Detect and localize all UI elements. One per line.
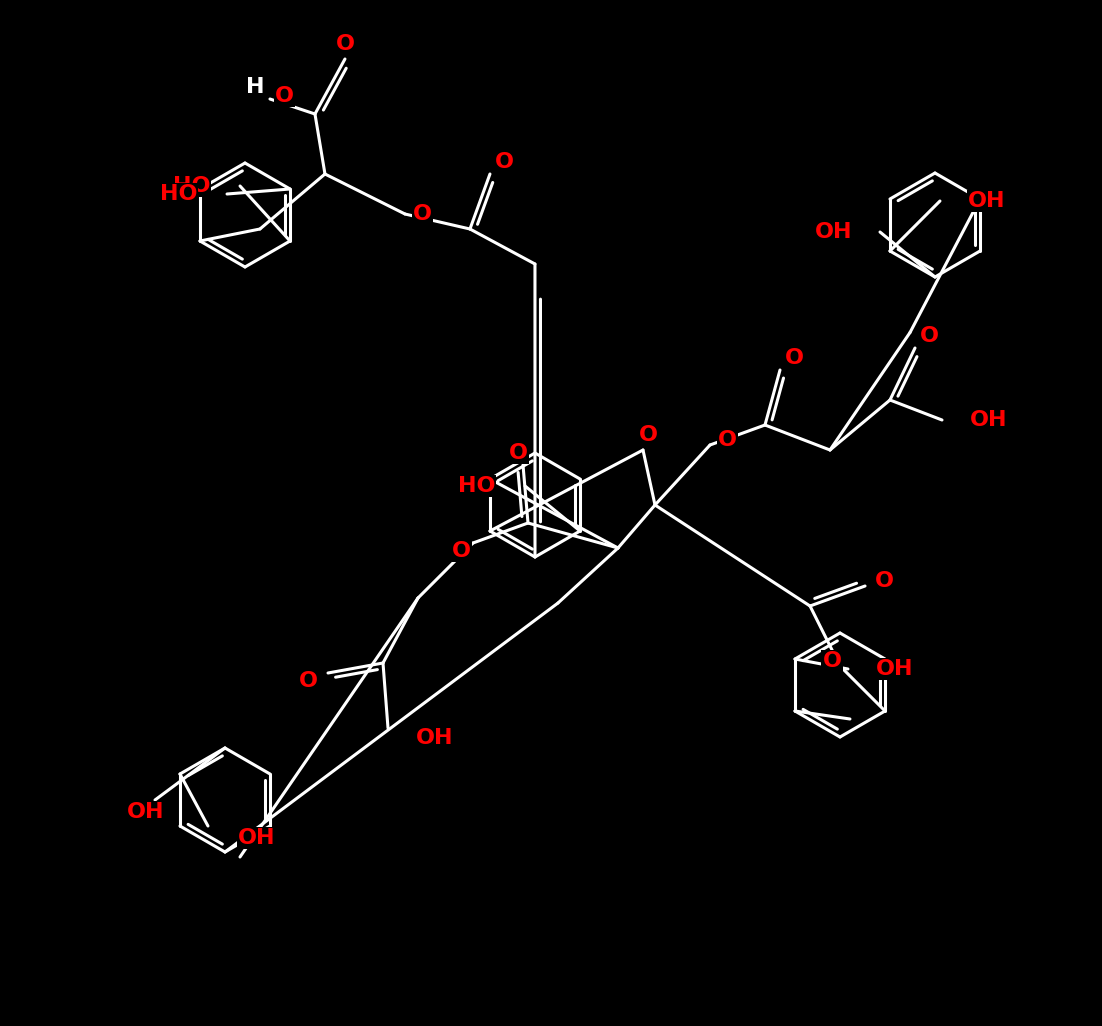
Text: O: O: [508, 443, 528, 463]
Text: O: O: [785, 348, 804, 368]
Text: OH: OH: [415, 728, 454, 748]
Text: O: O: [299, 671, 318, 690]
Text: O: O: [638, 425, 658, 445]
Text: HO: HO: [173, 176, 210, 196]
Text: O: O: [335, 34, 355, 54]
Text: O: O: [920, 326, 939, 346]
Text: O: O: [822, 652, 842, 671]
Text: HO: HO: [160, 184, 197, 204]
Text: OH: OH: [876, 659, 914, 679]
Text: HO: HO: [457, 476, 495, 496]
Text: O: O: [276, 86, 294, 106]
Text: O: O: [495, 152, 514, 172]
Text: O: O: [875, 571, 894, 591]
Text: O: O: [452, 541, 471, 561]
Text: OH: OH: [127, 802, 164, 822]
Text: H: H: [247, 77, 264, 97]
Text: OH: OH: [968, 191, 1005, 211]
Text: OH: OH: [238, 828, 276, 849]
Text: O: O: [719, 430, 737, 450]
Text: O: O: [413, 204, 432, 224]
Text: OH: OH: [970, 410, 1007, 430]
Text: OH: OH: [814, 222, 852, 242]
